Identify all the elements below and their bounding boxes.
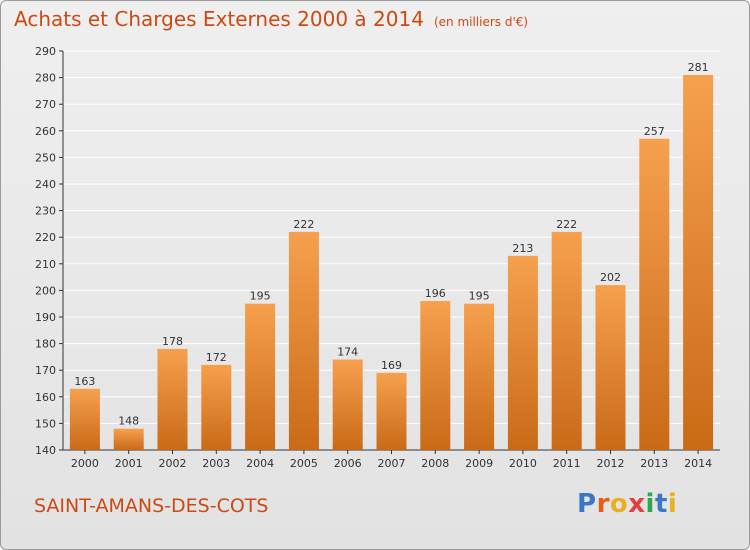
logo-letter: o [609,489,629,519]
y-tick-label: 220 [35,231,56,244]
title-text: Achats et Charges Externes 2000 à 2014 [14,7,424,31]
y-tick-label: 150 [35,417,56,430]
y-tick-label: 270 [35,98,56,111]
data-label: 169 [381,359,402,372]
data-label: 195 [469,290,490,303]
bar [683,74,714,450]
bar [245,303,276,450]
y-tick-label: 240 [35,178,56,191]
data-label: 222 [556,218,577,231]
x-tick-label: 2006 [334,457,362,470]
x-tick-label: 2011 [553,457,581,470]
data-label: 163 [74,375,95,388]
x-tick-label: 2012 [597,457,625,470]
y-tick-label: 260 [35,125,56,138]
y-tick-label: 200 [35,284,56,297]
y-tick-label: 250 [35,151,56,164]
y-tick-label: 180 [35,338,56,351]
bar [464,303,495,450]
logo-letter: t [654,489,668,519]
bar [507,255,538,450]
data-label: 213 [512,242,533,255]
title-unit: (en milliers d'€) [433,15,529,29]
data-label: 148 [118,415,139,428]
data-label: 172 [206,351,227,364]
data-label: 178 [162,335,183,348]
y-tick-label: 290 [35,45,56,58]
x-tick-label: 2010 [509,457,537,470]
x-tick-label: 2008 [421,457,449,470]
bar [113,428,144,450]
proxiti-logo: Proxiti [577,489,677,519]
bar [639,138,670,450]
data-label: 195 [250,290,271,303]
city-name: SAINT-AMANS-DES-COTS [34,495,269,517]
y-tick-label: 170 [35,364,56,377]
data-label: 174 [337,346,358,359]
x-tick-label: 2000 [71,457,99,470]
x-tick-label: 2005 [290,457,318,470]
bar [595,285,626,450]
x-tick-label: 2003 [202,457,230,470]
data-label: 196 [425,287,446,300]
x-tick-label: 2013 [640,457,668,470]
data-label: 257 [644,125,665,138]
x-tick-label: 2014 [684,457,712,470]
logo-letter: P [577,489,597,519]
y-tick-label: 230 [35,205,56,218]
bar [157,348,188,450]
y-tick-label: 140 [35,444,56,457]
chart-title: Achats et Charges Externes 2000 à 2014 (e… [14,7,528,31]
logo-letter: i [667,489,678,519]
x-tick-label: 2009 [465,457,493,470]
data-label: 202 [600,271,621,284]
y-tick-label: 190 [35,311,56,324]
bar [332,359,363,450]
bar [288,231,319,450]
y-tick-label: 280 [35,72,56,85]
data-label: 222 [293,218,314,231]
logo-letter: x [628,489,646,519]
logo-letter: i [645,489,655,519]
bar [551,231,582,450]
bar [201,364,232,450]
bar [376,372,407,450]
data-label: 281 [688,61,709,74]
bar [69,388,100,450]
y-tick-label: 210 [35,258,56,271]
x-tick-label: 2007 [378,457,406,470]
x-tick-label: 2002 [159,457,187,470]
x-tick-label: 2004 [246,457,274,470]
y-tick-label: 160 [35,391,56,404]
bar [420,301,451,450]
logo-letter: r [596,489,610,519]
x-tick-label: 2001 [115,457,143,470]
